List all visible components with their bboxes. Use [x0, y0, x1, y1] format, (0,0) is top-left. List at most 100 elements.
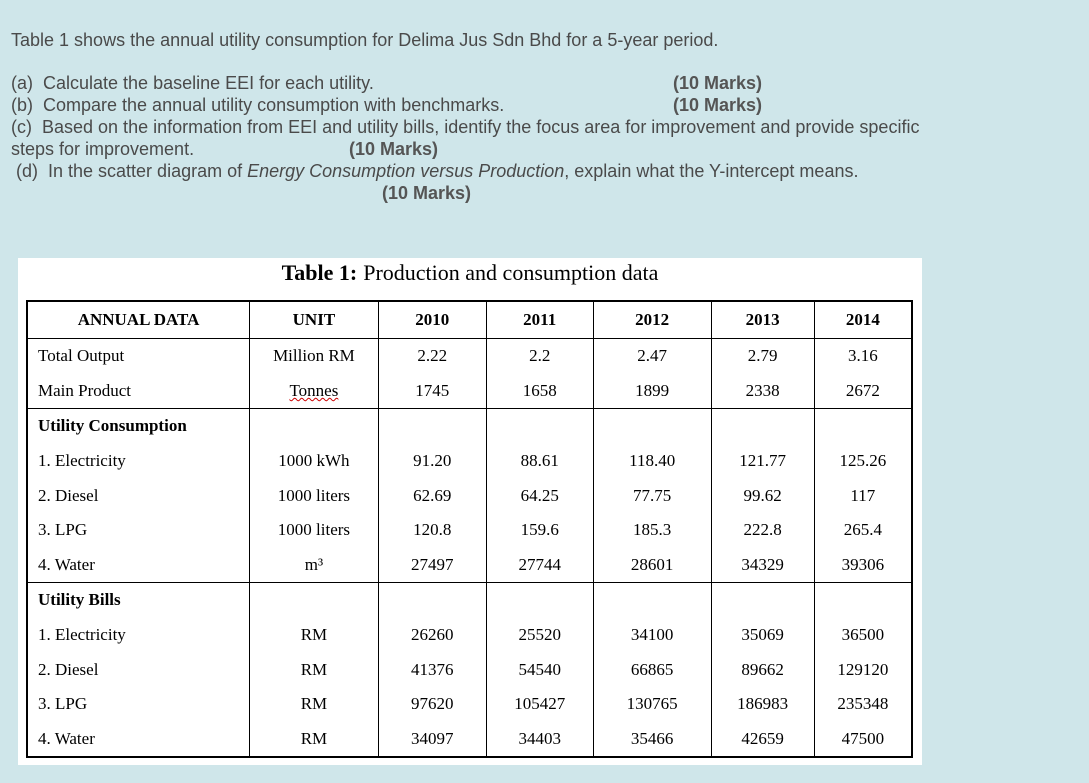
data-table: ANNUAL DATA UNIT 2010 2011 2012 2013 2014 Total… [26, 300, 913, 759]
cell: 186983 [710, 686, 815, 722]
cell: 27744 [485, 547, 594, 583]
cell: 47500 [813, 721, 913, 758]
cell: RM [249, 721, 379, 758]
question-text: , explain what the Y-intercept means. [564, 161, 859, 181]
row-label: 4. Water [26, 547, 251, 583]
cell: 235348 [813, 686, 913, 722]
cell: 1000 liters [249, 512, 379, 548]
row-label: 3. LPG [26, 686, 251, 722]
table-panel: Table 1: Production and consumption data … [18, 258, 922, 765]
table-caption: Table 1: Production and consumption data [18, 260, 922, 286]
cell: 1658 [485, 373, 594, 409]
header-row: ANNUAL DATA UNIT 2010 2011 2012 2013 2014 [26, 301, 913, 339]
row-label: 3. LPG [26, 512, 251, 548]
row-group: Utility Bills 1. Electricity RM 26260 25520 3… [26, 582, 913, 758]
question-label: (b) [11, 95, 33, 115]
question: (a) Calculate the baseline EEI for each u… [11, 73, 374, 94]
header-cell: 2013 [710, 301, 815, 339]
cell: 2.22 [377, 338, 487, 374]
table-row: Total Output Million RM 2.22 2.2 2.47 2.79 3.1… [26, 338, 913, 374]
cell: 91.20 [377, 443, 487, 479]
cell: 35069 [710, 617, 815, 653]
cell: 89662 [710, 652, 815, 687]
empty-cell [813, 582, 913, 618]
marks: (10 Marks) [349, 139, 439, 159]
question-text: In the scatter diagram of [48, 161, 248, 181]
cell: 120.8 [377, 512, 487, 548]
group-title: Utility Bills [26, 582, 251, 618]
question-text: Compare the annual utility consumption w… [43, 95, 505, 115]
row-label: 1. Electricity [26, 443, 251, 479]
question-label: (d) [16, 161, 38, 181]
question-text: steps for improvement. [11, 139, 195, 159]
empty-cell [377, 582, 487, 618]
table-row: 1. Electricity 1000 kWh 91.20 88.61 118.40 12… [26, 443, 913, 479]
empty-cell [377, 408, 487, 444]
cell: 2672 [813, 373, 913, 409]
marks: (10 Marks) [673, 73, 763, 93]
table-row: 4. Water m³ 27497 27744 28601 34329 39306 [26, 547, 913, 583]
cell: m³ [249, 547, 379, 583]
cell: 2338 [710, 373, 815, 409]
row-group: Utility Consumption 1. Electricity 1000 kW… [26, 408, 913, 583]
cell: 99.62 [710, 478, 815, 513]
cell: 26260 [377, 617, 487, 653]
cell: 121.77 [710, 443, 815, 479]
row-label: 2. Diesel [26, 652, 251, 687]
cell: 1000 kWh [249, 443, 379, 479]
question-text: Based on the information from EEI and ut… [42, 117, 920, 137]
cell: 97620 [377, 686, 487, 722]
group-title-row: Utility Consumption [26, 408, 913, 444]
question: (c) Based on the information from EEI and… [11, 117, 919, 138]
row-label: Main Product [26, 373, 251, 409]
table-row: 4. Water RM 34097 34403 35466 42659 47500 [26, 721, 913, 758]
caption-label: Table 1: [281, 260, 358, 285]
cell: 54540 [485, 652, 594, 687]
question-text: Energy Consumption versus Production [247, 161, 565, 181]
table-row: 3. LPG RM 97620 105427 130765 186983 235348 [26, 686, 913, 722]
cell: 265.4 [813, 512, 913, 548]
row-label: Total Output [26, 338, 251, 374]
marks: (10 Marks) [673, 95, 763, 115]
intro: Table 1 shows the annual utility consump… [11, 30, 719, 50]
cell: 3.16 [813, 338, 913, 374]
table-row: 2. Diesel RM 41376 54540 66865 89662 129120 [26, 652, 913, 687]
cell: RM [249, 652, 379, 687]
cell: RM [249, 617, 379, 653]
header-cell: 2011 [485, 301, 594, 339]
row-label: 4. Water [26, 721, 251, 758]
cell: 105427 [485, 686, 594, 722]
row-label: 2. Diesel [26, 478, 251, 513]
cell: 88.61 [485, 443, 594, 479]
cell: 64.25 [485, 478, 594, 513]
cell: Million RM [249, 338, 379, 374]
question: (b) Compare the annual utility consumptio… [11, 95, 504, 116]
table-row: Main Product Tonnes 1745 1658 1899 2338 2672 [26, 373, 913, 409]
table-row: 3. LPG 1000 liters 120.8 159.6 185.3 222.8 265… [26, 512, 913, 548]
empty-cell [485, 582, 594, 618]
row-label: 1. Electricity [26, 617, 251, 653]
header-cell: 2012 [592, 301, 712, 339]
group-title: Utility Consumption [26, 408, 251, 444]
cell: 28601 [592, 547, 712, 583]
header-cell: ANNUAL DATA [26, 301, 251, 339]
header-cell: 2014 [813, 301, 913, 339]
cell: 62.69 [377, 478, 487, 513]
empty-cell [592, 582, 712, 618]
group-title-row: Utility Bills [26, 582, 913, 618]
header-cell: UNIT [249, 301, 379, 339]
header-cell: 2010 [377, 301, 487, 339]
cell: 77.75 [592, 478, 712, 513]
cell: 185.3 [592, 512, 712, 548]
cell: 42659 [710, 721, 815, 758]
cell: 118.40 [592, 443, 712, 479]
cell: 2.79 [710, 338, 815, 374]
table-row: 2. Diesel 1000 liters 62.69 64.25 77.75 99.62… [26, 478, 913, 513]
cell: 34097 [377, 721, 487, 758]
cell: 34403 [485, 721, 594, 758]
question-text: Calculate the baseline EEI for each util… [43, 73, 374, 93]
row-group: Total Output Million RM 2.22 2.2 2.47 2.79 3.1… [26, 338, 913, 409]
cell: 66865 [592, 652, 712, 687]
cell: 34100 [592, 617, 712, 653]
